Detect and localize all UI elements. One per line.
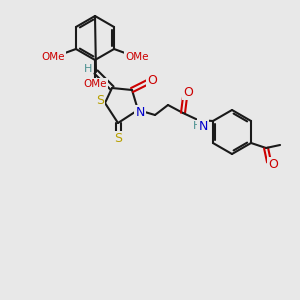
Text: OMe: OMe	[125, 52, 148, 62]
Text: H: H	[84, 64, 92, 74]
Text: O: O	[147, 74, 157, 86]
Text: S: S	[114, 133, 122, 146]
Text: H: H	[193, 121, 201, 131]
Text: OMe: OMe	[41, 52, 65, 62]
Text: OMe: OMe	[83, 79, 107, 89]
Text: N: N	[198, 119, 208, 133]
Text: S: S	[96, 94, 104, 107]
Text: O: O	[268, 158, 278, 172]
Text: O: O	[183, 85, 193, 98]
Text: N: N	[135, 106, 145, 119]
